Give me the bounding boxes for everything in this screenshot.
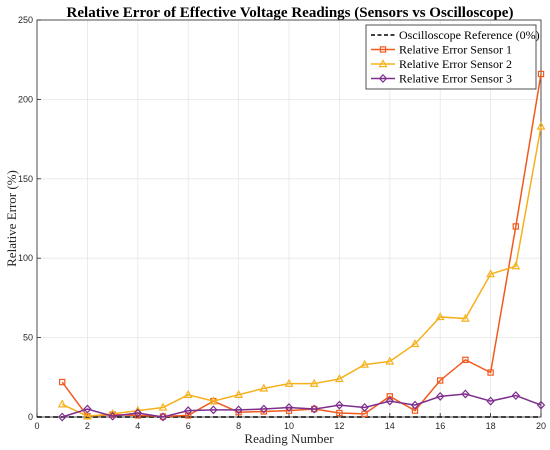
series-3-point bbox=[183, 389, 193, 398]
legend-item: Relative Error Sensor 2 bbox=[371, 57, 512, 71]
x-tick-label: 12 bbox=[334, 421, 344, 431]
series-3-point bbox=[486, 269, 496, 278]
legend-label: Relative Error Sensor 1 bbox=[399, 43, 512, 57]
series-3-line bbox=[61, 126, 542, 417]
series-4-point bbox=[209, 405, 218, 415]
x-axis-label: Reading Number bbox=[244, 431, 334, 446]
series-3-point bbox=[309, 378, 319, 387]
series-2-point bbox=[386, 393, 394, 400]
legend-label: Relative Error Sensor 3 bbox=[399, 72, 512, 86]
x-tick-label: 20 bbox=[536, 421, 546, 431]
series-4-point bbox=[536, 400, 546, 410]
series-3-point bbox=[435, 312, 445, 321]
legend-label: Oscilloscope Reference (0%) bbox=[399, 28, 540, 42]
series-2 bbox=[58, 70, 545, 420]
chart-title: Relative Error of Effective Voltage Read… bbox=[67, 5, 514, 21]
series-4-point bbox=[360, 402, 369, 412]
series-2-point bbox=[537, 70, 545, 78]
series-3-point bbox=[360, 359, 370, 368]
legend-marker bbox=[379, 46, 387, 53]
series-4-point bbox=[183, 406, 193, 416]
series-4-point bbox=[461, 389, 470, 399]
x-tick-label: 10 bbox=[284, 421, 294, 431]
series-4-point bbox=[385, 396, 395, 406]
series-3-point bbox=[460, 313, 470, 322]
y-tick-label: 50 bbox=[23, 333, 33, 343]
x-tick-label: 8 bbox=[236, 421, 241, 431]
series-3-point bbox=[536, 121, 546, 130]
y-tick-label: 100 bbox=[18, 253, 33, 263]
series-4-point bbox=[410, 400, 420, 410]
series-4-point bbox=[284, 402, 294, 412]
y-tick-label: 0 bbox=[28, 412, 33, 422]
x-tick-label: 6 bbox=[186, 421, 191, 431]
legend-marker bbox=[378, 74, 388, 83]
series-layer bbox=[37, 70, 546, 422]
series-4-line bbox=[61, 393, 542, 418]
legend-item: Relative Error Sensor 1 bbox=[371, 43, 512, 57]
series-2-line bbox=[61, 73, 542, 418]
series-4-point bbox=[486, 396, 495, 406]
series-4-point bbox=[511, 391, 521, 401]
series-3 bbox=[57, 121, 546, 420]
series-2-point bbox=[58, 378, 66, 386]
series-3-point bbox=[284, 378, 294, 387]
series-4-point bbox=[133, 408, 143, 418]
series-4-point bbox=[234, 405, 243, 415]
series-4-point bbox=[435, 391, 445, 401]
series-2-point bbox=[185, 412, 192, 419]
y-tick-label: 150 bbox=[18, 174, 33, 184]
series-3-point bbox=[259, 383, 269, 392]
series-2-point bbox=[462, 356, 469, 364]
series-4-point bbox=[57, 412, 67, 422]
series-4-point bbox=[158, 412, 168, 422]
y-tick-label: 250 bbox=[18, 15, 33, 25]
x-tick-label: 2 bbox=[85, 421, 90, 431]
series-3-point bbox=[208, 396, 218, 405]
x-tick-label: 18 bbox=[486, 421, 496, 431]
legend-item: Oscilloscope Reference (0%) bbox=[371, 28, 540, 42]
series-3-point bbox=[385, 356, 395, 365]
series-4-point bbox=[335, 400, 344, 410]
series-4-point bbox=[108, 411, 117, 421]
y-tick-label: 200 bbox=[18, 94, 33, 104]
x-tick-label: 4 bbox=[135, 421, 140, 431]
series-4-point bbox=[309, 404, 319, 414]
series-2-point bbox=[437, 377, 444, 384]
y-axis-label: Relative Error (%) bbox=[4, 170, 19, 267]
series-2-point bbox=[512, 223, 520, 230]
legend-label: Relative Error Sensor 2 bbox=[399, 57, 512, 71]
series-3-point bbox=[57, 399, 67, 408]
x-tick-label: 14 bbox=[385, 421, 395, 431]
legend-marker bbox=[378, 59, 388, 68]
series-4-point bbox=[83, 404, 92, 414]
series-3-point bbox=[234, 389, 244, 398]
series-3-point bbox=[410, 339, 420, 348]
x-tick-label: 0 bbox=[34, 421, 39, 431]
series-2-point bbox=[336, 409, 343, 417]
series-3-point bbox=[511, 261, 521, 270]
legend: Oscilloscope Reference (0%)Relative Erro… bbox=[365, 24, 540, 90]
series-4-point bbox=[259, 404, 269, 414]
legend-item: Relative Error Sensor 3 bbox=[371, 72, 512, 86]
series-3-point bbox=[158, 402, 168, 411]
series-2-point bbox=[487, 369, 494, 376]
series-3-point bbox=[82, 411, 92, 420]
series-3-point bbox=[334, 374, 344, 383]
series-4 bbox=[57, 389, 546, 422]
x-tick-label: 16 bbox=[435, 421, 445, 431]
